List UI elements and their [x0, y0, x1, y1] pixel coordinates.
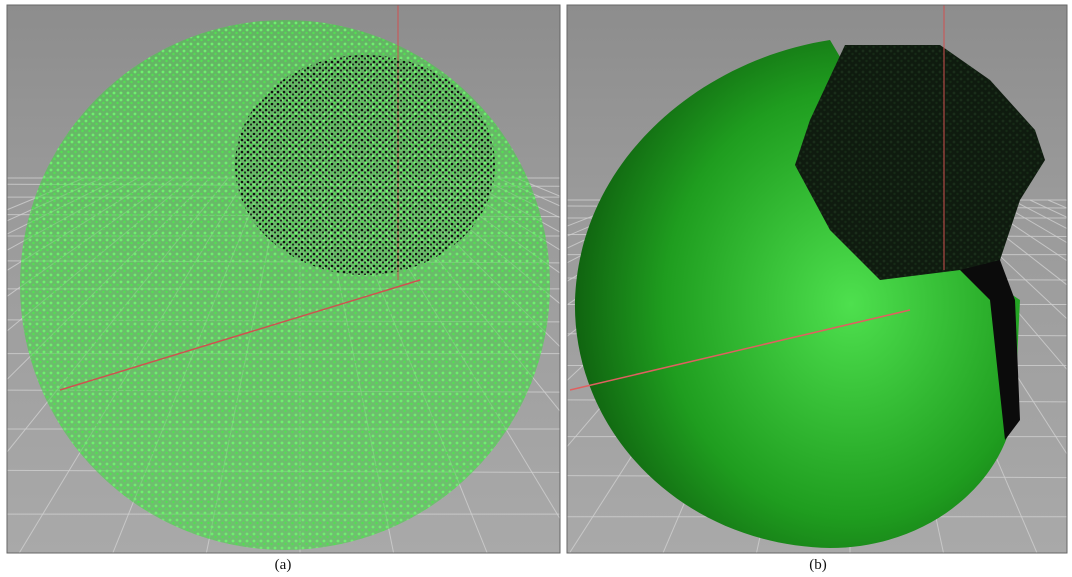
- black-point-cluster: [235, 55, 495, 275]
- panel-caption: (b): [809, 557, 827, 573]
- page: (a) (b) (() => { const data = JSON.parse…: [0, 0, 1072, 577]
- panel-caption: (a): [275, 557, 292, 573]
- figure: (a) (b): [0, 0, 1072, 577]
